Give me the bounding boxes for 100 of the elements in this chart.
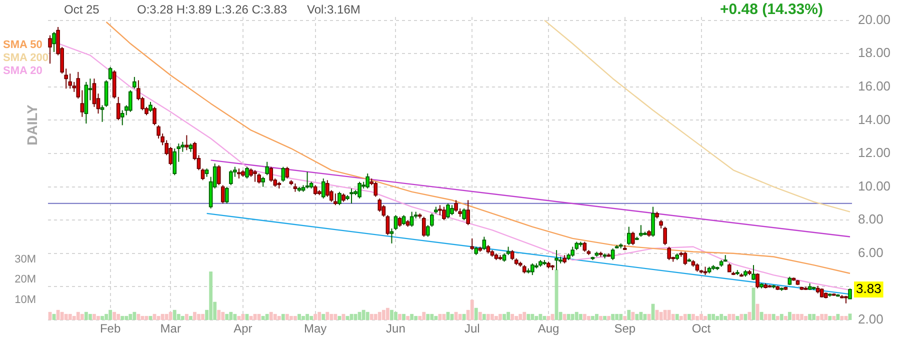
- bar: [675, 314, 679, 320]
- bar: [740, 314, 744, 320]
- bar: [498, 314, 502, 320]
- bar: [136, 314, 140, 320]
- x-tick-label: May: [304, 322, 327, 336]
- bar: [96, 316, 100, 320]
- bar: [820, 314, 824, 320]
- bar: [760, 312, 764, 320]
- bar: [80, 314, 84, 320]
- bar: [804, 316, 808, 320]
- bar: [322, 314, 326, 320]
- bar: [639, 312, 643, 320]
- x-tick-label: Jun: [386, 322, 406, 336]
- bar: [285, 314, 289, 320]
- bar: [418, 316, 422, 320]
- bar: [574, 312, 578, 320]
- bar: [728, 314, 732, 320]
- bar: [708, 314, 711, 320]
- bar: [233, 314, 237, 320]
- bar: [792, 314, 796, 320]
- bar: [812, 314, 816, 320]
- bar: [76, 312, 80, 320]
- bar: [522, 312, 526, 320]
- bar: [582, 314, 586, 320]
- bar: [334, 314, 338, 320]
- bar: [514, 316, 518, 320]
- bar: [780, 314, 784, 320]
- bar: [68, 314, 72, 320]
- bar: [704, 316, 707, 320]
- bar: [386, 308, 390, 320]
- bar: [506, 312, 510, 320]
- bar: [120, 316, 124, 320]
- bar: [623, 316, 627, 320]
- bar: [490, 314, 494, 320]
- bar: [474, 308, 478, 320]
- bar: [631, 312, 635, 320]
- y-tick-label: 8.00: [858, 212, 884, 227]
- bar: [486, 314, 490, 320]
- bar: [302, 316, 305, 320]
- text: SMA 50: [3, 39, 42, 52]
- bar: [237, 316, 241, 320]
- bar: [209, 272, 213, 320]
- bar: [382, 310, 386, 320]
- bar: [482, 314, 486, 320]
- bar: [478, 312, 482, 320]
- bar: [132, 312, 136, 320]
- bar: [768, 314, 772, 320]
- bar: [724, 316, 728, 320]
- x-tick-label: Oct: [692, 322, 712, 336]
- bar: [603, 316, 606, 320]
- bar: [619, 314, 623, 320]
- text: SMA 20: [3, 65, 42, 78]
- bar: [510, 314, 514, 320]
- bar: [800, 314, 804, 320]
- bar: [124, 316, 128, 320]
- bar: [438, 314, 442, 320]
- text: DAILY: [24, 104, 40, 146]
- bar: [430, 314, 434, 320]
- y-tick-label: 10.00: [858, 178, 891, 194]
- bar: [470, 300, 474, 320]
- bar: [462, 314, 466, 320]
- bar: [720, 314, 724, 320]
- bar: [180, 316, 184, 320]
- bar: [788, 312, 792, 320]
- bar: [570, 314, 574, 320]
- bar: [712, 314, 716, 320]
- bar: [836, 314, 840, 320]
- y-tick-label: 2.00: [858, 312, 884, 327]
- x-tick-label: Apr: [234, 322, 252, 336]
- bar: [314, 314, 318, 320]
- bar: [772, 314, 776, 320]
- bar: [60, 312, 64, 320]
- x-tick-label: Mar: [160, 322, 181, 336]
- bar: [378, 312, 382, 320]
- bar: [116, 314, 120, 320]
- y-tick-label: 20.00: [858, 12, 891, 27]
- bar: [591, 316, 594, 320]
- bar: [607, 316, 610, 320]
- bar: [732, 314, 736, 320]
- bar: [687, 314, 691, 320]
- bar: [326, 312, 330, 320]
- bar: [434, 316, 438, 320]
- bar: [160, 314, 164, 320]
- bar: [306, 314, 309, 320]
- bar: [176, 314, 180, 320]
- bar: [816, 316, 820, 320]
- bar: [667, 310, 671, 320]
- bar: [599, 316, 602, 320]
- bar: [273, 314, 277, 320]
- bar: [578, 314, 582, 320]
- bar: [776, 316, 780, 320]
- bar: [84, 312, 88, 320]
- bar: [422, 312, 426, 320]
- bar: [100, 316, 104, 320]
- bar: [502, 314, 506, 320]
- annotation: 3.83: [856, 281, 882, 296]
- bar: [189, 316, 192, 320]
- y-tick-label: 12.00: [858, 145, 891, 160]
- bar: [298, 314, 301, 320]
- bar: [700, 314, 703, 320]
